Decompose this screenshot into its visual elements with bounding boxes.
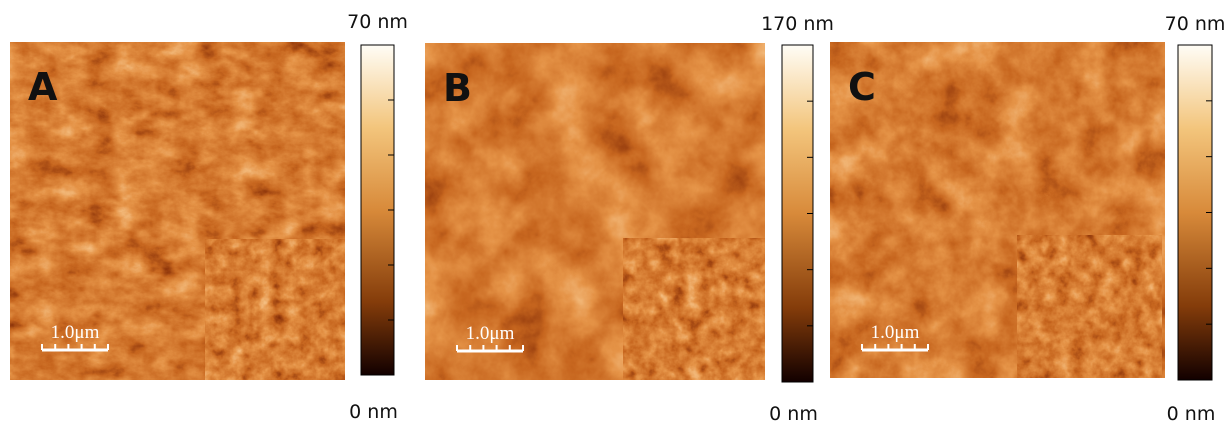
colorbar-min-label: 0 nm bbox=[349, 401, 398, 422]
afm-panel: B 1.0μm 170 nm 0 nm bbox=[425, 13, 834, 422]
colorbar-max-label: 70 nm bbox=[1165, 13, 1226, 35]
panel-label: B bbox=[443, 66, 472, 110]
figure: A 1.0μm 70 nm 0 nm B 1.0μm 170 nm 0 nm C 1.0μm 70 … bbox=[0, 0, 1229, 422]
colorbar-max-label: 170 nm bbox=[761, 13, 834, 35]
colorbar-min-label: 0 nm bbox=[769, 403, 818, 422]
afm-panel: A 1.0μm 70 nm 0 nm bbox=[10, 11, 408, 422]
afm-panel: C 1.0μm 70 nm 0 nm bbox=[830, 13, 1225, 422]
panel-label: C bbox=[848, 65, 876, 109]
panel-label: A bbox=[28, 65, 58, 109]
inset-image bbox=[205, 239, 345, 380]
scale-bar-label: 1.0μm bbox=[466, 323, 515, 344]
colorbar-max-label: 70 nm bbox=[347, 11, 408, 33]
scale-bar-label: 1.0μm bbox=[871, 322, 920, 343]
inset-image bbox=[623, 238, 765, 380]
colorbar-min-label: 0 nm bbox=[1167, 403, 1216, 422]
scale-bar-label: 1.0μm bbox=[51, 322, 100, 343]
inset-image bbox=[1017, 235, 1162, 378]
